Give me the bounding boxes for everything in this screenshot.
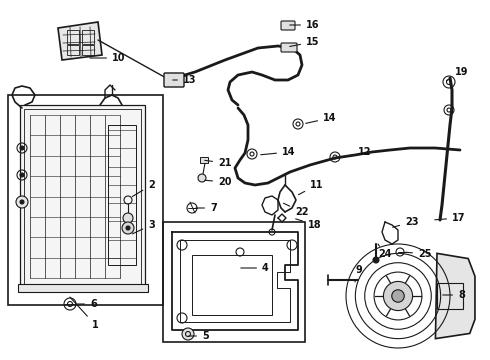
Text: 22: 22: [284, 203, 309, 217]
Bar: [82, 30, 94, 44]
Text: 6: 6: [76, 299, 97, 309]
FancyBboxPatch shape: [164, 73, 184, 87]
Text: 23: 23: [392, 217, 418, 227]
Polygon shape: [58, 22, 102, 60]
Bar: [437, 283, 463, 309]
Bar: [18, 284, 148, 292]
Text: 14: 14: [306, 113, 337, 123]
Circle shape: [16, 196, 28, 208]
Text: 2: 2: [132, 180, 155, 197]
Text: 15: 15: [290, 37, 319, 47]
Circle shape: [182, 328, 194, 340]
Circle shape: [373, 257, 379, 263]
Circle shape: [392, 290, 404, 302]
Circle shape: [126, 226, 130, 230]
Bar: [67, 30, 79, 44]
Text: 19: 19: [446, 67, 468, 81]
Text: 10: 10: [90, 53, 125, 63]
Text: 5: 5: [189, 331, 209, 341]
Circle shape: [20, 200, 24, 204]
Bar: [192, 255, 272, 315]
Text: 9: 9: [355, 265, 362, 282]
Text: 3: 3: [132, 220, 155, 234]
Text: 14: 14: [261, 147, 295, 157]
Text: 12: 12: [343, 147, 371, 157]
Polygon shape: [436, 253, 475, 339]
Circle shape: [123, 213, 133, 223]
Bar: [200, 157, 208, 163]
Bar: [82, 45, 94, 55]
Circle shape: [198, 174, 206, 182]
Bar: [67, 45, 79, 55]
Text: 1: 1: [70, 297, 99, 330]
Circle shape: [20, 173, 24, 177]
Text: 13: 13: [173, 75, 196, 85]
Text: 25: 25: [406, 249, 432, 259]
Text: 7: 7: [196, 203, 217, 213]
Bar: [20, 105, 145, 290]
Bar: [24, 109, 141, 286]
Text: 20: 20: [205, 177, 231, 187]
Bar: [108, 125, 136, 265]
FancyBboxPatch shape: [281, 43, 297, 52]
Text: 16: 16: [290, 20, 319, 30]
Bar: [8, 95, 163, 305]
Text: 11: 11: [298, 180, 323, 195]
Text: 24: 24: [378, 244, 392, 259]
Text: 18: 18: [295, 219, 321, 230]
Text: 21: 21: [205, 158, 231, 168]
Circle shape: [122, 222, 134, 234]
Bar: [163, 222, 305, 342]
Text: 8: 8: [443, 290, 465, 300]
Circle shape: [20, 146, 24, 150]
FancyBboxPatch shape: [281, 21, 295, 30]
Circle shape: [384, 282, 413, 311]
Text: 4: 4: [241, 263, 269, 273]
Text: 17: 17: [435, 213, 465, 223]
